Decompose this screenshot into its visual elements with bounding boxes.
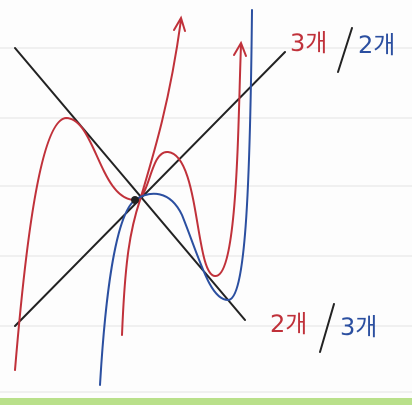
slash [319, 303, 335, 353]
label-red: 3개 [290, 29, 327, 57]
blue-cubic [99, 9, 253, 386]
label-blue: 2개 [358, 31, 395, 59]
arrow-head [233, 40, 247, 57]
label-blue: 3개 [340, 313, 377, 341]
slash [337, 27, 353, 73]
label-red: 2개 [270, 310, 307, 338]
red-curve [121, 19, 182, 336]
arrow-head [173, 15, 186, 32]
green-strip [0, 398, 412, 405]
curves [14, 9, 353, 386]
intersection-point [131, 196, 139, 204]
red-cubic [14, 44, 242, 371]
black-line [14, 47, 246, 321]
